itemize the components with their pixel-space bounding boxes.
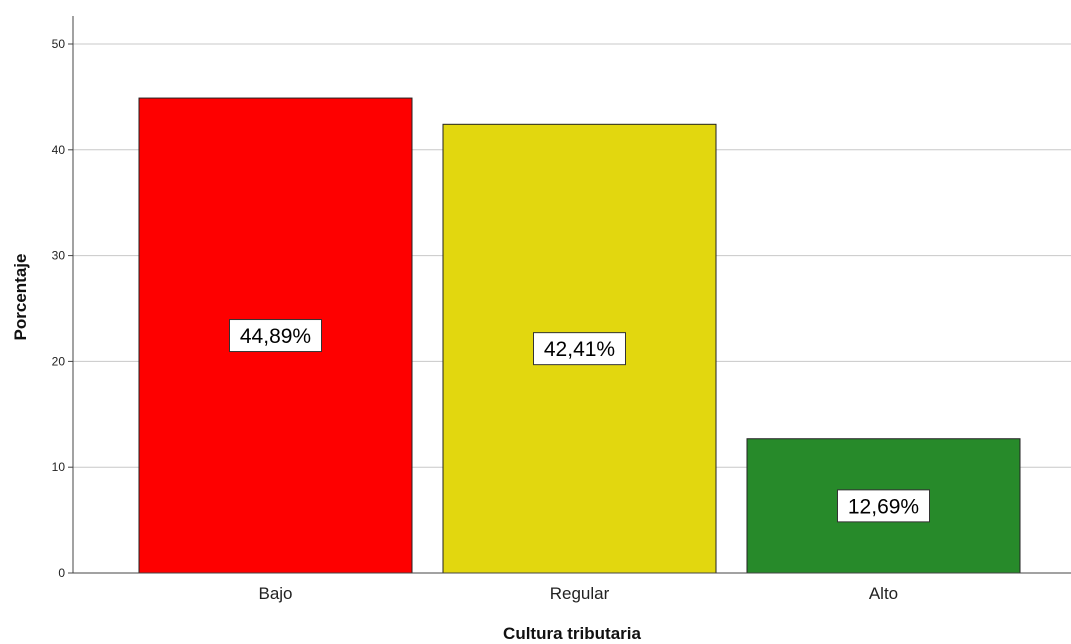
y-tick-label: 10 (52, 460, 66, 474)
y-tick-label: 0 (58, 566, 65, 580)
data-label: 12,69% (848, 495, 919, 518)
y-tick-label: 50 (52, 37, 66, 51)
y-tick-label: 40 (52, 143, 66, 157)
x-axis-title: Cultura tributaria (503, 624, 641, 643)
y-tick-label: 20 (52, 354, 66, 368)
y-tick-label: 30 (52, 249, 66, 263)
data-label-box (533, 332, 626, 366)
data-label-box (229, 319, 322, 353)
data-label: 44,89% (240, 325, 311, 348)
data-label-box (837, 489, 930, 523)
data-label: 42,41% (544, 338, 615, 361)
y-tick-labels: 0 10 20 30 40 50 (52, 37, 73, 580)
data-labels: 44,89% 42,41% 12,69% (229, 319, 930, 523)
x-tick-labels: Bajo Regular Alto (258, 584, 898, 603)
axes (72, 16, 1071, 574)
x-tick-label: Regular (550, 584, 610, 603)
bars (138, 97, 1021, 574)
x-tick-label: Bajo (258, 584, 292, 603)
y-axis-title: Porcentaje (11, 254, 30, 341)
x-tick-label: Alto (869, 584, 898, 603)
